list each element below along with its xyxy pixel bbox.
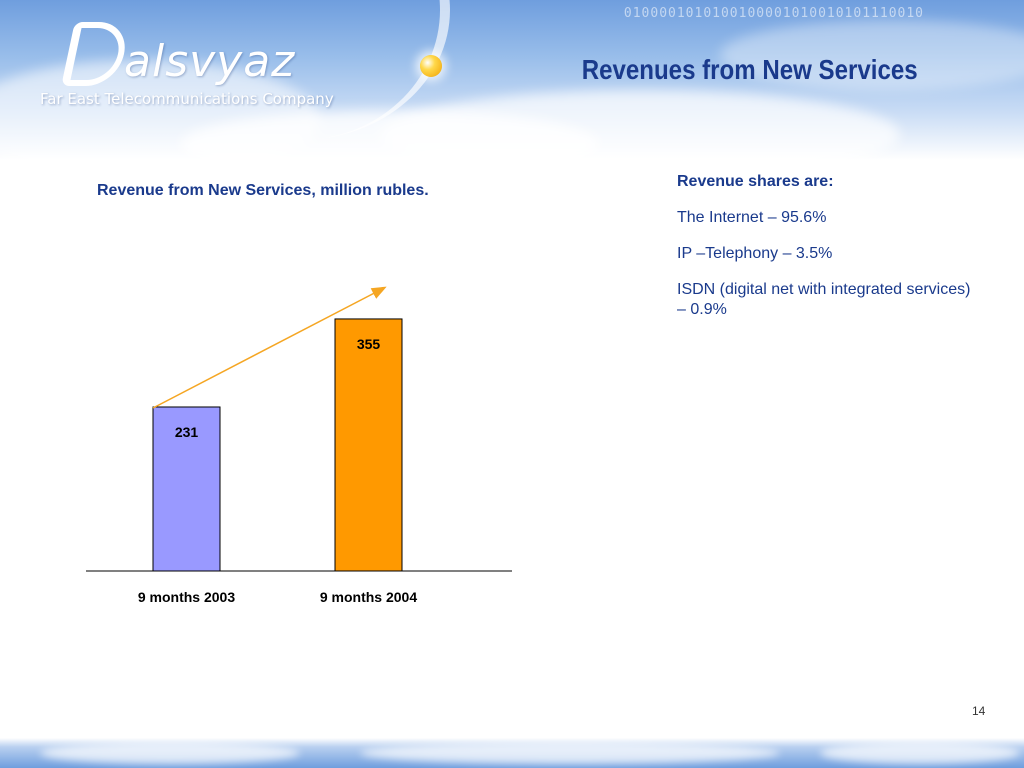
company-logo: alsvyaz [61,22,368,92]
cloud-decoration [40,742,300,764]
bar-1 [152,406,221,572]
header-banner: 0100001010100100001010010101110010 alsvy… [0,0,1024,160]
x-tick-label-2: 9 months 2004 [320,589,417,605]
glowing-orb-icon [420,55,442,77]
cloud-decoration [720,20,1024,90]
cloud-decoration [820,742,1020,764]
page-number: 14 [972,704,986,718]
share-item-ip-telephony: IP –Telephony – 3.5% [677,245,833,262]
chart-title: Revenue from New Services, million ruble… [97,182,429,199]
footer-banner [0,738,1024,768]
share-item-internet: The Internet – 95.6% [677,209,827,226]
data-label-1: 231 [175,424,199,440]
x-tick-label-1: 9 months 2003 [138,589,235,605]
company-tagline: Far East Telecommunications Company [40,90,334,108]
logo-wordmark: alsvyaz [124,36,296,87]
data-label-2: 355 [357,336,381,352]
shares-heading: Revenue shares are: [677,173,834,190]
bar-2 [334,318,403,572]
revenue-shares-panel: Revenue shares are: The Internet – 95.6%… [677,172,977,336]
binary-decoration: 0100001010100100001010010101110010 [623,6,924,21]
trend-arrow [152,286,387,409]
cloud-decoration [360,742,780,764]
share-item-isdn: ISDN (digital net with integrated servic… [677,281,971,318]
page-title: Revenues from New Services [582,54,918,85]
